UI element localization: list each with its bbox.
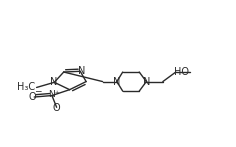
Text: N: N (78, 66, 85, 76)
Text: N: N (113, 77, 121, 87)
Text: N: N (143, 77, 150, 87)
Text: HO: HO (174, 67, 189, 77)
Text: O: O (53, 103, 60, 113)
Text: −: − (34, 87, 42, 96)
Text: N: N (50, 77, 57, 87)
Text: H₃C: H₃C (17, 82, 36, 92)
Text: O: O (28, 92, 36, 102)
Text: N⁺: N⁺ (48, 90, 60, 99)
